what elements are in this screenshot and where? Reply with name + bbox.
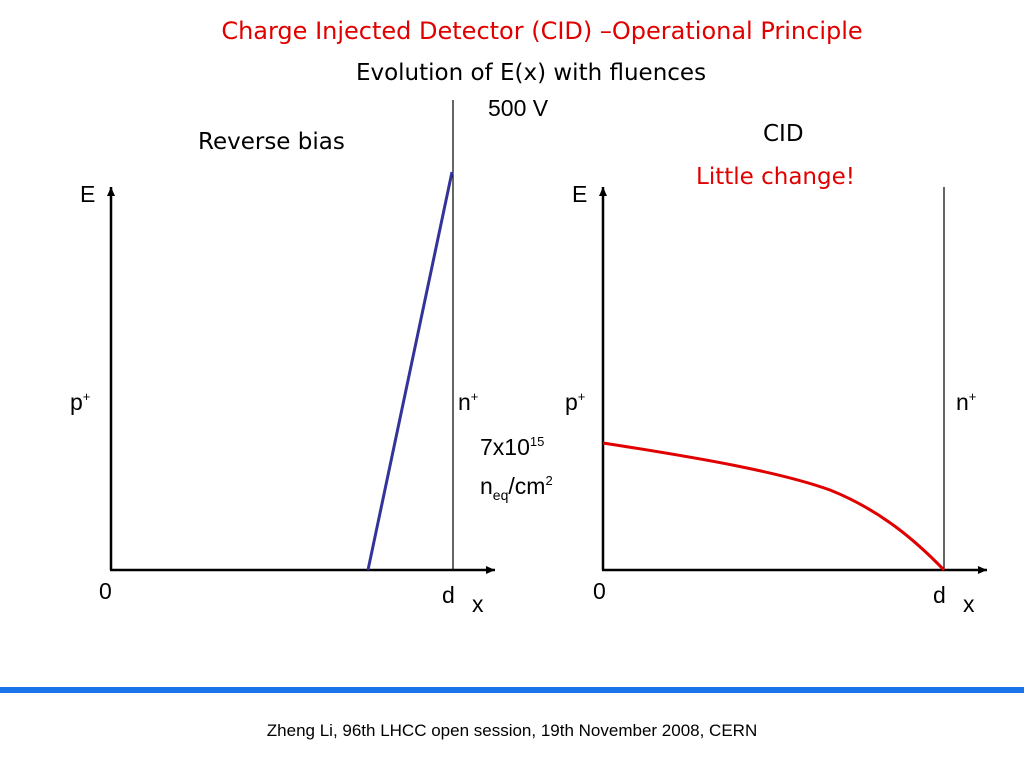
left-panel-heading: Reverse bias bbox=[198, 129, 345, 155]
slide-subtitle: Evolution of E(x) with fluences bbox=[355, 60, 707, 86]
footer-credit: Zheng Li, 96th LHCC open session, 19th N… bbox=[266, 721, 758, 740]
right-origin-label: 0 bbox=[593, 578, 606, 604]
right-y-axis-label: E bbox=[572, 181, 588, 207]
right-panel-heading: CID bbox=[763, 121, 804, 147]
right-p-plus-label: p+ bbox=[565, 389, 586, 415]
right-n-plus-label: n+ bbox=[956, 389, 977, 415]
bias-voltage: 500 V bbox=[488, 95, 549, 121]
right-field-curve bbox=[602, 441, 946, 572]
right-panel-note: Little change! bbox=[696, 164, 855, 190]
footer-divider bbox=[0, 687, 1024, 693]
right-thickness-label: d bbox=[933, 582, 946, 608]
fluence-unit: neq/cm2 bbox=[480, 473, 553, 503]
left-origin-label: 0 bbox=[99, 578, 112, 604]
left-n-plus-label: n+ bbox=[458, 389, 479, 415]
left-x-axis-label: x bbox=[472, 591, 484, 617]
left-thickness-label: d bbox=[442, 582, 455, 608]
left-field-line bbox=[366, 171, 454, 571]
slide-title: Charge Injected Detector (CID) –Operatio… bbox=[221, 17, 863, 45]
right-x-axis-label: x bbox=[963, 591, 975, 617]
left-p-plus-label: p+ bbox=[70, 389, 91, 415]
left-y-axis-label: E bbox=[80, 181, 96, 207]
fluence-value: 7x1015 bbox=[480, 434, 545, 460]
